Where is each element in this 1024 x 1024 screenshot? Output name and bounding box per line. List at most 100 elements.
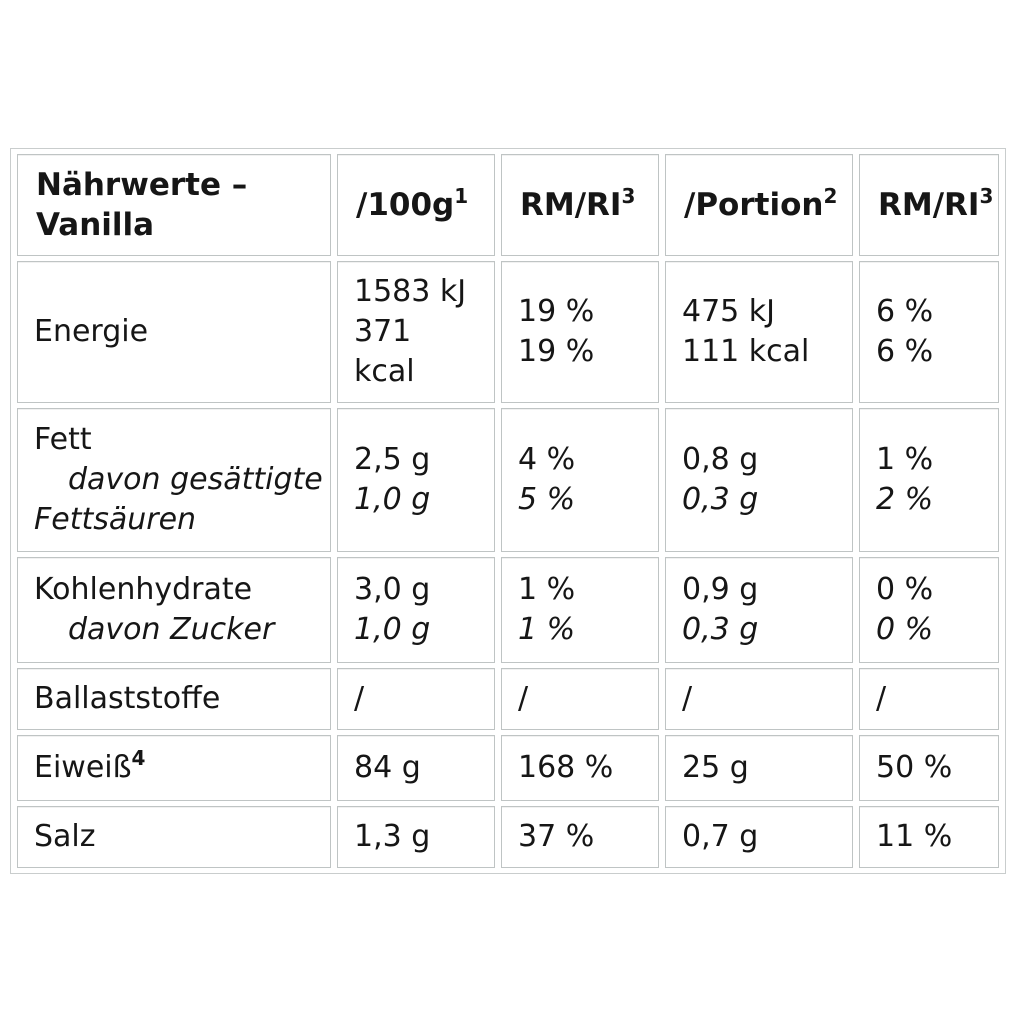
value-line: kcal	[354, 354, 415, 389]
value-line: 0,9 g	[682, 572, 759, 607]
cell-fett-rmri-100g: 4 % 5 %	[501, 408, 659, 552]
cell-kohlenhydrate-per-portion: 0,9 g 0,3 g	[665, 557, 853, 663]
footnote-marker: 3	[979, 183, 994, 208]
cell-ballaststoffe-per-portion: /	[665, 668, 853, 730]
value-line: 168 %	[518, 750, 614, 785]
column-header-label: /100g	[356, 187, 455, 223]
value-line: 37 %	[518, 819, 595, 854]
column-header-label: /Portion	[684, 187, 824, 223]
value-line: /	[354, 681, 365, 716]
value-line: 25 g	[682, 750, 749, 785]
cell-kohlenhydrate-rmri-portion: 0 % 0 %	[859, 557, 999, 663]
row-label-text: Energie	[34, 314, 149, 349]
value-line: 0 %	[876, 572, 934, 607]
nutrition-table: Nährwerte – Vanilla /100g1 RM/RI3 /Porti…	[10, 148, 1006, 874]
column-header-per-portion: /Portion2	[665, 154, 853, 256]
title-line-2: Vanilla	[36, 207, 155, 243]
cell-fett-rmri-portion: 1 % 2 %	[859, 408, 999, 552]
cell-energie-per-100g: 1583 kJ 371 kcal	[337, 261, 495, 403]
value-line: 371	[354, 314, 412, 349]
cell-salz-rmri-portion: 11 %	[859, 806, 999, 868]
cell-energie-rmri-portion: 6 % 6 %	[859, 261, 999, 403]
row-fett: Fett davon gesättigte Fettsäuren 2,5 g 1…	[17, 408, 999, 552]
row-label-text: Eiweiß	[34, 750, 132, 785]
value-line: 1,3 g	[354, 819, 431, 854]
value-line: 2,5 g	[354, 442, 431, 477]
value-line: 4 %	[518, 442, 576, 477]
value-line: 1583 kJ	[354, 274, 467, 309]
row-label-energie: Energie	[17, 261, 331, 403]
value-line: 111 kcal	[682, 334, 810, 369]
cell-fett-per-100g: 2,5 g 1,0 g	[337, 408, 495, 552]
value-line: 6 %	[876, 294, 934, 329]
value-line: 1 %	[518, 612, 576, 647]
column-header-label: RM/RI	[878, 187, 980, 223]
value-line: /	[518, 681, 529, 716]
value-line: 2 %	[876, 482, 934, 517]
cell-energie-per-portion: 475 kJ 111 kcal	[665, 261, 853, 403]
value-line: 475 kJ	[682, 294, 776, 329]
cell-eiweiss-per-100g: 84 g	[337, 735, 495, 801]
value-line: 5 %	[518, 482, 576, 517]
footnote-marker: 2	[823, 183, 838, 208]
row-kohlenhydrate: Kohlenhydrate davon Zucker 3,0 g 1,0 g 1…	[17, 557, 999, 663]
value-line: 11 %	[876, 819, 953, 854]
value-line: 84 g	[354, 750, 421, 785]
header-row: Nährwerte – Vanilla /100g1 RM/RI3 /Porti…	[17, 154, 999, 256]
value-line: 0,3 g	[682, 482, 759, 517]
row-label-salz: Salz	[17, 806, 331, 868]
row-label-eiweiss: Eiweiß4	[17, 735, 331, 801]
row-sublabel-text: davon gesättigte Fettsäuren	[34, 462, 323, 537]
value-line: 50 %	[876, 750, 953, 785]
value-line: 6 %	[876, 334, 934, 369]
table-title: Nährwerte – Vanilla	[17, 154, 331, 256]
cell-eiweiss-per-portion: 25 g	[665, 735, 853, 801]
value-line: 19 %	[518, 334, 595, 369]
column-header-per-100g: /100g1	[337, 154, 495, 256]
cell-ballaststoffe-per-100g: /	[337, 668, 495, 730]
cell-kohlenhydrate-rmri-100g: 1 % 1 %	[501, 557, 659, 663]
row-label-text: Kohlenhydrate	[34, 572, 253, 607]
cell-eiweiss-rmri-100g: 168 %	[501, 735, 659, 801]
cell-energie-rmri-100g: 19 % 19 %	[501, 261, 659, 403]
row-energie: Energie 1583 kJ 371 kcal 19 % 19 % 475 k…	[17, 261, 999, 403]
value-line: 19 %	[518, 294, 595, 329]
value-line: 1,0 g	[354, 612, 431, 647]
value-line: 0,7 g	[682, 819, 759, 854]
footnote-marker: 3	[621, 183, 636, 208]
title-line-1: Nährwerte –	[36, 167, 248, 203]
row-label-kohlenhydrate: Kohlenhydrate davon Zucker	[17, 557, 331, 663]
value-line: 0,8 g	[682, 442, 759, 477]
value-line: /	[876, 681, 887, 716]
cell-fett-per-portion: 0,8 g 0,3 g	[665, 408, 853, 552]
row-sublabel-text: davon Zucker	[68, 612, 275, 647]
value-line: 0,3 g	[682, 612, 759, 647]
row-label-ballaststoffe: Ballaststoffe	[17, 668, 331, 730]
row-salz: Salz 1,3 g 37 % 0,7 g 11 %	[17, 806, 999, 868]
row-eiweiss: Eiweiß4 84 g 168 % 25 g 50 %	[17, 735, 999, 801]
cell-kohlenhydrate-per-100g: 3,0 g 1,0 g	[337, 557, 495, 663]
row-label-text: Salz	[34, 819, 96, 854]
row-ballaststoffe: Ballaststoffe / / / /	[17, 668, 999, 730]
row-label-text: Ballaststoffe	[34, 681, 221, 716]
cell-ballaststoffe-rmri-portion: /	[859, 668, 999, 730]
row-label-fett: Fett davon gesättigte Fettsäuren	[17, 408, 331, 552]
cell-salz-per-100g: 1,3 g	[337, 806, 495, 868]
column-header-rmri-portion: RM/RI3	[859, 154, 999, 256]
row-label-text: Fett	[34, 422, 92, 457]
cell-eiweiss-rmri-portion: 50 %	[859, 735, 999, 801]
column-header-rmri-100g: RM/RI3	[501, 154, 659, 256]
value-line: 0 %	[876, 612, 934, 647]
value-line: /	[682, 681, 693, 716]
cell-salz-per-portion: 0,7 g	[665, 806, 853, 868]
footnote-marker: 1	[454, 183, 469, 208]
footnote-marker: 4	[131, 746, 146, 770]
cell-salz-rmri-100g: 37 %	[501, 806, 659, 868]
cell-ballaststoffe-rmri-100g: /	[501, 668, 659, 730]
value-line: 1 %	[876, 442, 934, 477]
value-line: 1,0 g	[354, 482, 431, 517]
value-line: 1 %	[518, 572, 576, 607]
value-line: 3,0 g	[354, 572, 431, 607]
column-header-label: RM/RI	[520, 187, 622, 223]
